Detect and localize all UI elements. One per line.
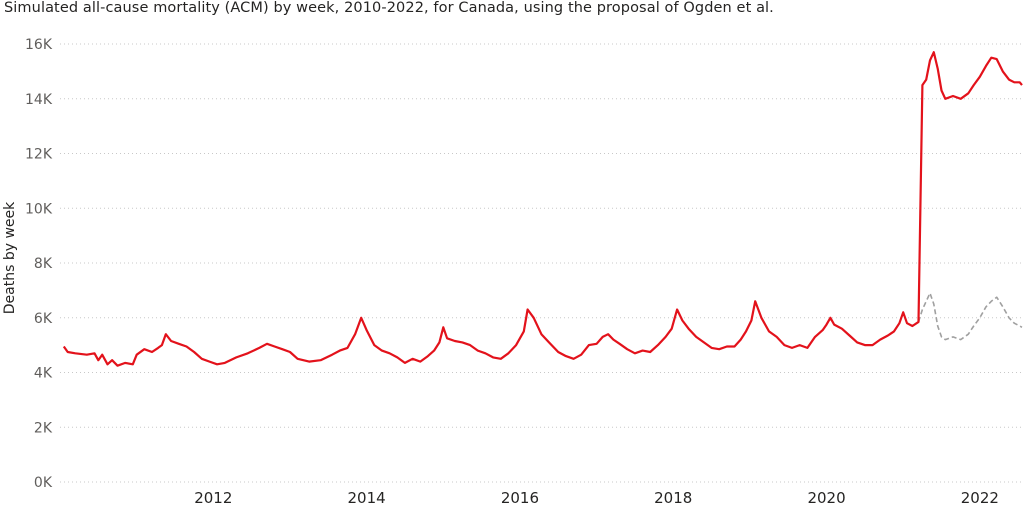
- y-tick-label: 12K: [25, 147, 53, 163]
- x-tick-label: 2012: [194, 489, 232, 506]
- x-tick-label: 2022: [961, 489, 999, 506]
- series-line-reported: [917, 292, 1023, 341]
- series-line-simulated: [62, 51, 1023, 367]
- y-tick-label: 6K: [34, 311, 53, 327]
- chart-title: Simulated all-cause mortality (ACM) by w…: [4, 0, 774, 16]
- y-tick-label: 10K: [25, 201, 53, 217]
- y-axis: 0K 2K 4K 6K 8K 10K 12K 14K 16K: [25, 37, 53, 491]
- y-tick-label: 14K: [25, 92, 53, 108]
- x-tick-label: 2020: [807, 489, 845, 506]
- y-tick-label: 2K: [34, 420, 53, 436]
- y-tick-label: 8K: [34, 256, 53, 272]
- y-axis-label: Deaths by week: [2, 201, 18, 314]
- x-axis: 2012 2014 2016 2018 2020 2022: [194, 489, 999, 506]
- series-group: [62, 51, 1023, 367]
- y-tick-label: 4K: [34, 366, 53, 382]
- x-tick-label: 2016: [501, 489, 539, 506]
- x-tick-label: 2014: [348, 489, 386, 506]
- y-tick-label: 16K: [25, 37, 53, 53]
- gridlines: [60, 43, 1022, 483]
- x-tick-label: 2018: [654, 489, 692, 506]
- y-tick-label: 0K: [34, 475, 53, 491]
